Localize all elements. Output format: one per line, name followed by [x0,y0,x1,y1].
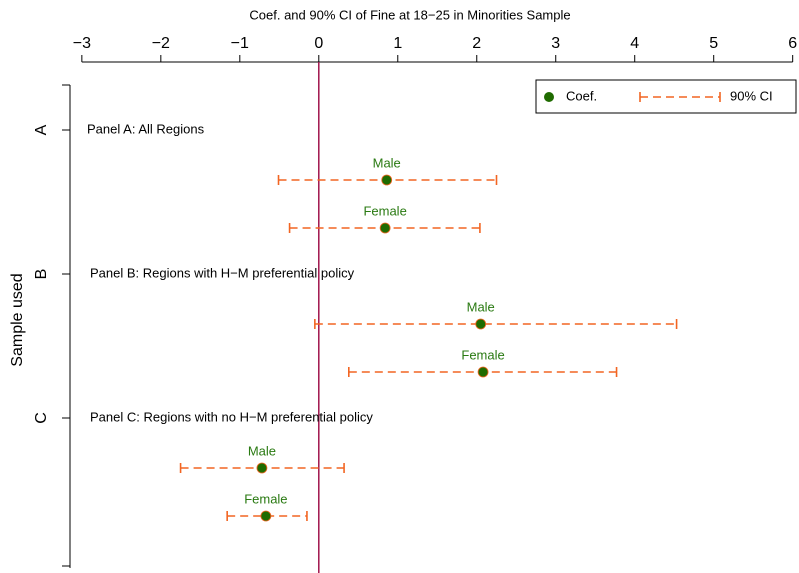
chart-title: Coef. and 90% CI of Fine at 18−25 in Min… [249,7,570,22]
legend-ci-marker [639,92,721,102]
point-label: Male [248,443,276,458]
x-tick-label: −3 [73,35,91,52]
x-tick-label: 6 [788,35,797,52]
coef-point [477,366,489,378]
panel-label: Panel A: All Regions [87,121,205,136]
coef-point [260,510,272,522]
x-tick-label: −2 [152,35,170,52]
coef-point [379,222,391,234]
x-tick-label: 5 [709,35,718,52]
point-label: Female [244,491,287,506]
x-tick-label: 4 [630,35,639,52]
x-tick-label: 0 [314,35,323,52]
panel-label: Panel C: Regions with no H−M preferentia… [90,409,373,424]
x-tick-label: 2 [472,35,481,52]
point-label: Female [363,203,406,218]
legend-coef-marker [544,92,554,102]
ci-bar [314,319,678,329]
x-tick-label: 1 [393,35,402,52]
point-label: Male [373,155,401,170]
x-tick-label: 3 [551,35,560,52]
y-tick-label: B [33,269,50,280]
legend-label: Coef. [566,88,597,103]
legend-label: 90% CI [730,88,773,103]
coef-point [475,318,487,330]
coef-point [256,462,268,474]
x-tick-label: −1 [231,35,249,52]
y-tick-label: C [33,412,50,424]
coef-point [381,174,393,186]
point-label: Female [461,347,504,362]
panel-label: Panel B: Regions with H−M preferential p… [90,265,355,280]
y-axis-label: Sample used [9,273,26,366]
point-label: Male [467,299,495,314]
y-tick-label: A [33,124,50,135]
